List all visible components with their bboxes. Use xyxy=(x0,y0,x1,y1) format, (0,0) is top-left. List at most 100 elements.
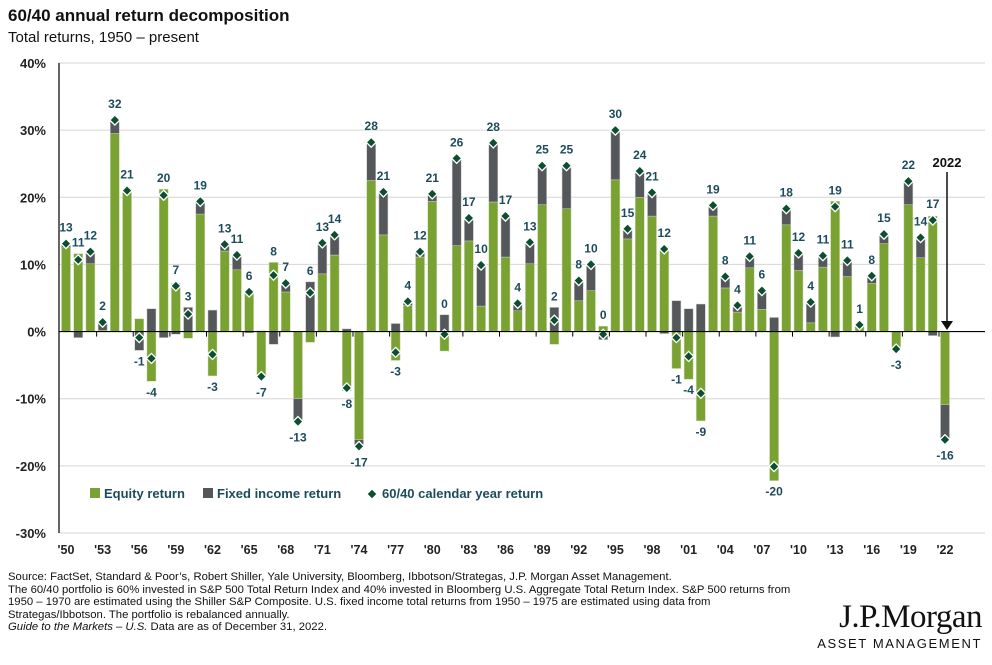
data-label: 4 xyxy=(514,280,521,294)
fixed-income-bar xyxy=(683,308,694,332)
return-diamond xyxy=(133,331,146,344)
return-diamond xyxy=(731,299,744,312)
return-diamond xyxy=(719,270,732,283)
data-label: 7 xyxy=(282,260,289,274)
data-label: 18 xyxy=(780,186,794,200)
legend-6040-label: 60/40 calendar year return xyxy=(382,486,543,501)
x-tick-label: '83 xyxy=(460,543,477,557)
data-label: 4 xyxy=(807,279,814,293)
data-label: -3 xyxy=(891,358,902,372)
return-diamond xyxy=(853,318,866,331)
data-label: 21 xyxy=(120,168,134,182)
x-tick-label: '22 xyxy=(937,543,954,557)
return-diamond xyxy=(328,228,341,241)
data-label: 21 xyxy=(645,170,659,184)
equity-bar xyxy=(354,331,364,440)
return-diamond xyxy=(841,254,854,267)
equity-bar xyxy=(134,318,144,332)
equity-bar xyxy=(708,215,718,332)
return-diamond xyxy=(304,286,317,299)
data-label: 3 xyxy=(185,289,192,303)
data-label: 12 xyxy=(84,229,98,243)
equity-bar xyxy=(293,331,303,399)
data-label: 30 xyxy=(609,107,623,121)
data-label: 12 xyxy=(413,229,427,243)
data-label: 6 xyxy=(759,268,766,282)
fixed-income-bar xyxy=(158,331,169,338)
data-label: 1 xyxy=(856,302,863,316)
legend: Equity return Fixed income return 60/40 ca… xyxy=(90,486,543,501)
equity-bar xyxy=(928,215,938,332)
x-tick-label: '16 xyxy=(863,543,880,557)
x-tick-label: '95 xyxy=(607,543,624,557)
equity-bar xyxy=(818,266,828,332)
return-diamond xyxy=(878,228,890,241)
equity-bar xyxy=(476,305,486,332)
data-label: -7 xyxy=(256,386,267,400)
equity-bar xyxy=(867,282,877,332)
return-diamond xyxy=(816,249,829,262)
x-tick-label: '68 xyxy=(277,543,294,557)
x-axis: '50 '53 '56 '59 '62 '65 '68 '71 '74 '77 '80 '83 '86 '… xyxy=(58,63,985,557)
return-diamond xyxy=(755,284,768,297)
equity-bar xyxy=(378,234,389,332)
return-diamond xyxy=(462,212,475,225)
equity-bar xyxy=(415,256,425,332)
data-labels: 13111223221-1-4207319-313116-787-1361314… xyxy=(59,97,954,499)
equity-bar xyxy=(647,215,657,332)
data-label: 2 xyxy=(99,299,106,313)
equity-bar xyxy=(512,310,523,332)
return-diamond xyxy=(890,343,903,355)
return-diamond xyxy=(414,245,426,258)
return-diamond xyxy=(365,136,378,149)
data-label: 11 xyxy=(841,237,854,251)
equity-bar xyxy=(256,331,267,378)
data-label: 11 xyxy=(72,236,85,250)
legend-fixed-income-label: Fixed income return xyxy=(217,486,341,501)
return-diamond xyxy=(401,295,414,308)
return-diamond xyxy=(865,269,878,282)
return-diamond xyxy=(182,308,195,321)
data-label: 15 xyxy=(877,211,891,225)
gridlines xyxy=(59,62,985,534)
fixed-income-bar xyxy=(561,165,572,209)
equity-bar xyxy=(122,192,132,332)
return-diamond xyxy=(792,247,805,259)
fixed-income-bar xyxy=(830,331,840,338)
equity-bar xyxy=(622,238,633,332)
chart: 40%30%20%10%0%-10%-20%-30% 13111223221-1… xyxy=(16,56,985,557)
equity-bar xyxy=(586,290,596,332)
return-diamond xyxy=(84,245,97,258)
return-diamond xyxy=(829,200,842,213)
data-label: 13 xyxy=(523,219,537,233)
return-diamond xyxy=(475,259,488,272)
equity-bar xyxy=(842,276,853,332)
data-label: 17 xyxy=(462,195,476,209)
equity-bar xyxy=(281,291,291,332)
equity-bar xyxy=(488,201,499,332)
x-tick-label: '01 xyxy=(680,543,697,557)
data-label: 14 xyxy=(328,212,342,226)
data-label: 28 xyxy=(487,120,501,134)
equity-bar xyxy=(781,224,792,332)
equity-bar xyxy=(317,273,328,332)
return-diamond xyxy=(743,250,756,263)
data-label: -1 xyxy=(671,373,682,387)
arrow-head-icon xyxy=(941,321,953,330)
legend-diamond-icon xyxy=(366,488,378,500)
equity-bar xyxy=(342,331,352,391)
x-tick-label: '04 xyxy=(717,543,734,557)
x-tick-label: '77 xyxy=(387,543,404,557)
equity-bar xyxy=(85,263,96,332)
equity-bar xyxy=(329,254,340,332)
return-diamond xyxy=(926,214,939,227)
return-diamond xyxy=(658,243,671,255)
return-diamond xyxy=(292,415,304,428)
data-label: 10 xyxy=(474,242,488,256)
x-tick-label: '59 xyxy=(167,543,184,557)
data-label: 15 xyxy=(621,206,635,220)
y-tick-label: 0% xyxy=(27,325,46,340)
fixed-income-bar xyxy=(488,142,499,203)
return-diamond xyxy=(707,199,719,212)
return-diamond xyxy=(377,185,390,198)
